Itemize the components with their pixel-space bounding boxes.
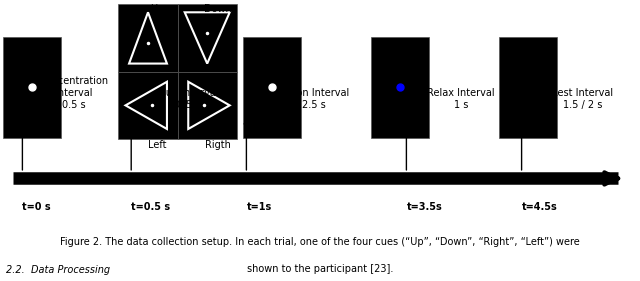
Bar — [178, 4, 237, 72]
Text: Down: Down — [204, 4, 232, 14]
Text: Rest Interval
1.5 / 2 s: Rest Interval 1.5 / 2 s — [551, 88, 614, 110]
Text: Concentration
Interval
0.5 s: Concentration Interval 0.5 s — [39, 76, 108, 110]
Text: t=4.5s: t=4.5s — [522, 202, 557, 212]
Text: Up: Up — [150, 4, 163, 14]
Text: t=3.5s: t=3.5s — [406, 202, 442, 212]
Bar — [118, 72, 178, 139]
Bar — [371, 37, 429, 138]
Text: Cue Interval
0.5 s: Cue Interval 0.5 s — [159, 88, 219, 110]
Text: shown to the participant [23].: shown to the participant [23]. — [247, 264, 393, 274]
Text: 2.2.  Data Processing: 2.2. Data Processing — [6, 265, 111, 275]
Text: Action Interval
2.5 s: Action Interval 2.5 s — [278, 88, 349, 110]
Bar — [118, 4, 178, 72]
Bar — [243, 37, 301, 138]
Text: Rigth: Rigth — [205, 140, 230, 151]
Text: t=1s: t=1s — [246, 202, 271, 212]
Bar — [178, 72, 237, 139]
Bar — [499, 37, 557, 138]
Text: t=0 s: t=0 s — [22, 202, 51, 212]
Text: Relax Interval
1 s: Relax Interval 1 s — [427, 88, 495, 110]
Text: t=0.5 s: t=0.5 s — [131, 202, 170, 212]
Text: Left: Left — [148, 140, 166, 151]
Text: Figure 2. The data collection setup. In each trial, one of the four cues (“Up”, : Figure 2. The data collection setup. In … — [60, 237, 580, 248]
Bar — [3, 37, 61, 138]
